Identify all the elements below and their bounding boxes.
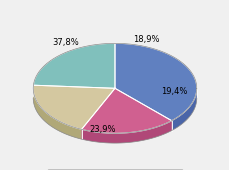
Polygon shape <box>33 43 114 88</box>
Polygon shape <box>81 88 171 133</box>
Polygon shape <box>114 43 196 121</box>
Polygon shape <box>33 85 114 129</box>
Polygon shape <box>81 121 171 143</box>
Text: 23,9%: 23,9% <box>89 125 115 134</box>
Text: 37,8%: 37,8% <box>52 38 79 47</box>
Text: 18,9%: 18,9% <box>132 35 159 44</box>
Polygon shape <box>33 86 81 139</box>
Polygon shape <box>171 87 196 131</box>
Text: 19,4%: 19,4% <box>160 87 186 96</box>
Legend: 1–5–е место, 6–10–е  место, 11–20–е место, Прочие: 1–5–е место, 6–10–е место, 11–20–е место… <box>47 169 182 170</box>
